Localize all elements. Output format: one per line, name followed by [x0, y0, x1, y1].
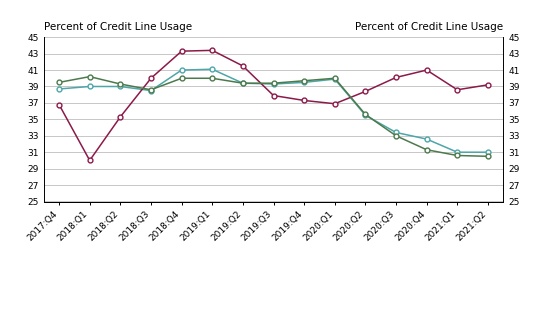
Fixed Rate [56, 103, 62, 106]
Total [485, 150, 491, 154]
Variable Rate [270, 81, 277, 85]
Variable Rate [362, 113, 369, 116]
Variable Rate [331, 76, 338, 80]
Total [270, 82, 277, 86]
Variable Rate [178, 76, 185, 80]
Fixed Rate [148, 76, 154, 80]
Fixed Rate [485, 83, 491, 87]
Variable Rate [209, 76, 216, 80]
Line: Variable Rate: Variable Rate [57, 74, 490, 159]
Line: Total: Total [57, 67, 490, 155]
Total [240, 81, 246, 85]
Variable Rate [56, 81, 62, 84]
Fixed Rate [178, 49, 185, 53]
Fixed Rate [362, 90, 369, 93]
Variable Rate [148, 88, 154, 92]
Variable Rate [393, 134, 399, 138]
Total [178, 68, 185, 72]
Variable Rate [485, 154, 491, 158]
Variable Rate [301, 79, 307, 82]
Fixed Rate [117, 115, 124, 119]
Fixed Rate [331, 102, 338, 106]
Total [117, 85, 124, 88]
Total [423, 137, 430, 141]
Total [301, 81, 307, 84]
Total [209, 67, 216, 71]
Fixed Rate [393, 76, 399, 79]
Fixed Rate [423, 68, 430, 72]
Text: Percent of Credit Line Usage: Percent of Credit Line Usage [44, 22, 192, 32]
Fixed Rate [454, 88, 461, 92]
Total [56, 87, 62, 91]
Total [454, 150, 461, 154]
Legend: Total, Fixed Rate, Variable Rate: Total, Fixed Rate, Variable Rate [153, 308, 394, 310]
Total [331, 77, 338, 81]
Fixed Rate [301, 99, 307, 102]
Fixed Rate [86, 158, 93, 162]
Fixed Rate [209, 48, 216, 52]
Line: Fixed Rate: Fixed Rate [57, 48, 490, 163]
Variable Rate [454, 154, 461, 157]
Total [148, 89, 154, 92]
Variable Rate [423, 148, 430, 152]
Fixed Rate [240, 64, 246, 68]
Variable Rate [117, 82, 124, 86]
Total [362, 113, 369, 117]
Variable Rate [86, 75, 93, 78]
Fixed Rate [270, 94, 277, 97]
Variable Rate [240, 81, 246, 85]
Total [393, 131, 399, 134]
Text: Percent of Credit Line Usage: Percent of Credit Line Usage [355, 22, 503, 32]
Total [86, 85, 93, 88]
